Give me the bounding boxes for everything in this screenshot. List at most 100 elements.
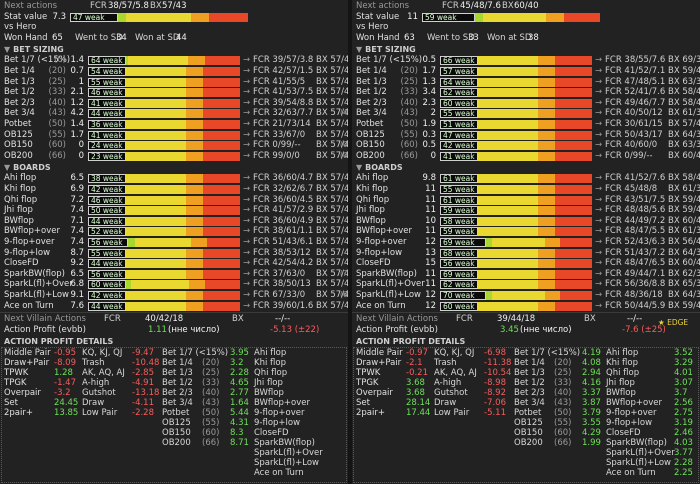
bar-range-segment xyxy=(477,77,538,87)
arrow-icon: → xyxy=(595,76,603,87)
bar-range-segment xyxy=(538,259,555,269)
bet-sizing-bx: BX 57/43 xyxy=(316,119,355,129)
bar-label-box: 56 weak xyxy=(88,238,128,247)
apd-board-label: BWflop+over xyxy=(606,398,662,409)
bet-sizing-percent: (40) xyxy=(48,97,66,108)
bet-sizing-label: Bet 1/7 (<15%) xyxy=(4,55,71,66)
board-value: 9.2 xyxy=(70,258,84,269)
bar-range-segment xyxy=(125,227,186,237)
action-profit-note: (нне число) xyxy=(168,324,220,335)
arrow-icon: → xyxy=(595,215,603,226)
apd-hand-value: -4.11 xyxy=(132,398,154,409)
bar-range-segment xyxy=(203,195,240,205)
bar-label: 47 weak xyxy=(443,130,475,140)
bar-range-segment xyxy=(555,151,592,161)
apd-hand-value: -2.1 xyxy=(406,358,423,369)
bet-sizing-row: OB200 (66) 0 23 weak → FCR 99/0/0 BX 57/43 (0) xyxy=(0,151,355,161)
apd-hand-value: -3.2 xyxy=(54,388,71,399)
board-row: Ahi flop 6.5 38 weak → FCR 36/60/4.7 BX 57/43 xyxy=(0,173,355,184)
bar-range-segment xyxy=(538,216,555,226)
bar-range-segment xyxy=(207,238,240,247)
bar-range-segment xyxy=(125,109,186,119)
board-fcr: FCR 43/51/7.5 xyxy=(605,194,666,205)
arrow-icon: → xyxy=(595,290,603,300)
apd-hand-label: Low Pair xyxy=(434,408,470,419)
went-sd-label: Went to SD xyxy=(75,32,123,43)
collapse-triangle-icon[interactable]: ▼ xyxy=(4,45,11,55)
apd-sizing-percent: (33) xyxy=(554,378,572,389)
apd-sizing-value: 4.16 xyxy=(582,378,601,389)
apd-hand-label: Overpair xyxy=(356,388,393,399)
stat-value-bar: 47 weak xyxy=(70,12,248,22)
collapse-triangle-icon[interactable]: ▼ xyxy=(356,45,363,55)
apd-hand-label: Low Pair xyxy=(82,408,118,419)
board-fcr: FCR 39/60/1.6 xyxy=(253,300,314,311)
board-bar: 44 weak xyxy=(88,259,240,269)
bar-label-box: 47 weak xyxy=(440,130,478,140)
header-fcr-value: 38/57/5.8 xyxy=(108,1,149,11)
bet-sizing-section[interactable]: ▼ BET SIZING xyxy=(0,44,348,55)
board-value: 8.7 xyxy=(70,247,84,258)
board-bar: 44 weak xyxy=(88,301,240,311)
apd-board-row: SparkBW(flop) xyxy=(254,438,348,448)
bar-label-box: 61 weak xyxy=(440,174,478,184)
bar-label: 57 weak xyxy=(443,67,475,76)
apd-hand-label: Middle Pair xyxy=(4,348,51,359)
collapse-triangle-icon[interactable]: ▼ xyxy=(4,163,11,173)
bar-range-segment xyxy=(475,12,483,22)
vs-hero-row: vs Hero xyxy=(352,22,700,32)
boards-section[interactable]: ▼ BOARDS xyxy=(352,162,700,173)
boards-section[interactable]: ▼ BOARDS xyxy=(0,162,348,173)
bar-label-box: 46 weak xyxy=(88,195,126,205)
bet-sizing-label: Bet 1/2 xyxy=(356,87,387,98)
apd-hand-value: -4.91 xyxy=(132,378,154,389)
apd-board-value: 4.03 xyxy=(674,438,693,449)
bar-range-segment xyxy=(477,109,538,119)
board-bx: BX 57/43 xyxy=(316,279,355,290)
bar-range-segment xyxy=(125,301,186,311)
board-bar: 46 weak xyxy=(88,195,240,205)
board-bar: 42 weak xyxy=(88,291,240,300)
arrow-icon: → xyxy=(595,279,603,290)
bar-range-segment xyxy=(186,141,203,151)
bet-sizing-percent: (33) xyxy=(400,87,418,98)
bar-label: 55 weak xyxy=(91,77,123,87)
bar-range-segment xyxy=(125,130,186,140)
collapse-triangle-icon[interactable]: ▼ xyxy=(356,163,363,173)
apd-hand-label: Trash xyxy=(434,358,457,369)
edge-badge: ★ EDGE xyxy=(658,318,689,328)
bet-sizing-row: Bet 1/3 (25) 1 55 weak → FCR 41/55/5 BX 57/43 xyxy=(0,77,355,87)
board-label: Ace on Turn xyxy=(356,300,406,311)
bar-label-box: 51 weak xyxy=(440,120,478,129)
bet-sizing-bx-extra: (0) xyxy=(340,140,351,150)
apd-board-label: SparkL(fl)+Low xyxy=(254,458,319,469)
apd-hand-label: A-high xyxy=(82,378,110,389)
apd-hand-label: Set xyxy=(356,398,370,409)
bar-range-segment xyxy=(186,206,203,216)
apd-hand-row: Low Pair -5.11 xyxy=(434,408,524,418)
board-bx: BX 59/41 xyxy=(668,300,700,311)
board-label: Ace on Turn xyxy=(4,300,54,311)
bar-label-box: 68 weak xyxy=(440,248,478,258)
board-fcr: FCR 42/54/4.2 xyxy=(253,258,314,269)
arrow-icon: → xyxy=(243,108,251,119)
bar-range-segment xyxy=(560,291,592,300)
board-bar: 61 weak xyxy=(440,195,592,205)
bar-label-box: 60 weak xyxy=(88,280,126,290)
header-fcr-label: FCR xyxy=(90,1,107,11)
header-fcr-value: 45/48/7.6 xyxy=(460,1,501,11)
bet-sizing-value: 2 xyxy=(430,108,436,119)
bet-sizing-title: BET SIZING xyxy=(13,45,64,55)
bet-sizing-percent: (60) xyxy=(400,140,418,151)
apd-sizing-percent: (25) xyxy=(202,368,220,379)
apd-hand-label: Set xyxy=(4,398,18,409)
bet-sizing-bx: BX 57/43 xyxy=(316,55,355,66)
bar-range-segment xyxy=(186,98,203,108)
bet-sizing-section[interactable]: ▼ BET SIZING xyxy=(352,44,700,55)
apd-board-label: Khi flop xyxy=(606,358,638,369)
apd-hand-row: Set 28.14 xyxy=(352,398,462,408)
bar-range-segment xyxy=(186,67,203,76)
apd-hand-label: Gutshot xyxy=(82,388,116,399)
bar-range-segment xyxy=(203,216,240,226)
bar-range-segment xyxy=(203,301,240,311)
